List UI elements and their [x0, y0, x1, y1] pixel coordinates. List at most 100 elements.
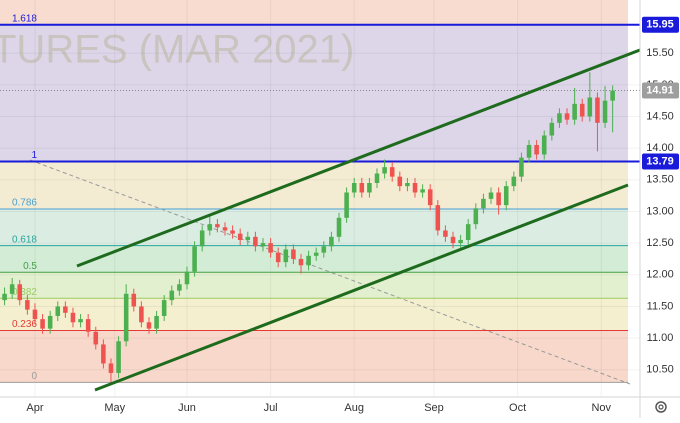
- candle-body: [85, 319, 91, 332]
- candle-body: [230, 230, 235, 234]
- candle-body: [237, 233, 243, 240]
- candle-body: [503, 186, 509, 206]
- candle-body: [78, 319, 83, 323]
- candle-body: [108, 363, 114, 373]
- x-tick-label: Apr: [26, 402, 43, 414]
- fib-zone: [0, 0, 628, 25]
- candle-body: [496, 192, 501, 206]
- price-label: 15.95: [646, 19, 674, 31]
- price-label: 13.79: [646, 155, 674, 167]
- candle-body: [245, 236, 251, 240]
- time-axis: [0, 397, 680, 418]
- candle-body: [519, 157, 524, 177]
- gear-center[interactable]: [658, 404, 664, 410]
- x-tick-label: Jun: [178, 402, 196, 414]
- y-tick-label: 12.00: [646, 269, 674, 281]
- candle-body: [405, 182, 410, 187]
- candle-body: [32, 309, 38, 320]
- candle-body: [192, 246, 197, 272]
- watermark: TURES (MAR 2021): [0, 28, 354, 72]
- candle-body: [146, 322, 152, 329]
- candle-body: [557, 113, 562, 123]
- candle-body: [473, 208, 479, 225]
- candle-body: [397, 176, 403, 187]
- candle-body: [382, 167, 387, 174]
- candle-body: [101, 344, 106, 364]
- candle-body: [116, 341, 121, 373]
- candle-body: [17, 284, 23, 301]
- fib-zone: [0, 298, 628, 331]
- candle-body: [260, 243, 266, 247]
- candle-body: [443, 230, 448, 237]
- candle-body: [47, 315, 53, 329]
- x-tick-label: Oct: [509, 402, 526, 414]
- candle-body: [412, 182, 418, 193]
- candle-body: [9, 284, 15, 294]
- candle-body: [131, 293, 137, 307]
- candle-body: [268, 243, 273, 253]
- candle-body: [283, 249, 289, 263]
- candle-body: [549, 122, 555, 136]
- candle-body: [139, 306, 144, 323]
- candle-body: [458, 239, 463, 244]
- candle-body: [329, 236, 334, 247]
- candle-body: [63, 306, 68, 313]
- x-tick-label: Aug: [344, 402, 364, 414]
- fib-label: 0.5: [23, 261, 37, 272]
- candle-body: [70, 312, 76, 323]
- fib-zone: [0, 24, 628, 162]
- candle-body: [511, 176, 517, 187]
- candle-body: [541, 135, 547, 155]
- candle-body: [488, 192, 494, 199]
- candle-body: [154, 315, 159, 329]
- candle-body: [313, 252, 319, 256]
- fib-label: 0: [31, 371, 37, 382]
- y-tick-label: 14.00: [646, 142, 674, 154]
- fib-label: 1.618: [12, 13, 37, 24]
- fib-zone: [0, 161, 628, 209]
- y-tick-label: 11.50: [647, 300, 674, 312]
- candle-body: [199, 230, 205, 247]
- candle-body: [344, 192, 349, 218]
- candle-body: [420, 189, 425, 193]
- candle-body: [169, 290, 175, 301]
- candle-body: [374, 173, 380, 183]
- candle-body: [40, 319, 45, 329]
- fib-label: 1: [31, 150, 37, 161]
- candle-body: [2, 293, 7, 301]
- fib-label: 0.618: [12, 234, 37, 245]
- fib-label: 0.382: [12, 287, 37, 298]
- y-tick-label: 10.50: [646, 364, 674, 376]
- candle-body: [215, 224, 220, 228]
- y-tick-label: 12.50: [646, 237, 674, 249]
- candle-body: [572, 103, 577, 120]
- candle-body: [351, 182, 357, 193]
- candle-body: [222, 227, 228, 231]
- candle-body: [25, 300, 30, 310]
- fib-zone: [0, 245, 628, 273]
- fib-label: 0.786: [12, 198, 37, 209]
- candle-body: [450, 236, 456, 244]
- diagonal-line: [29, 159, 631, 385]
- y-tick-label: 15.50: [646, 47, 674, 59]
- candle-body: [336, 217, 342, 237]
- candle-body: [427, 189, 433, 206]
- x-tick-label: Sep: [424, 402, 444, 414]
- candle-body: [306, 255, 311, 266]
- candle-body: [579, 103, 585, 117]
- candle-body: [526, 144, 532, 158]
- y-tick-label: 13.50: [646, 174, 674, 186]
- candle-body: [123, 293, 129, 342]
- gear[interactable]: [655, 401, 667, 413]
- candle-body: [275, 252, 281, 263]
- fib-zone: [0, 272, 628, 299]
- channel-lower: [94, 183, 629, 392]
- candle-body: [177, 284, 182, 291]
- candle-body: [564, 113, 570, 120]
- y-tick-label: 14.50: [646, 110, 674, 122]
- settings-icon[interactable]: [655, 401, 667, 413]
- candle-body: [207, 224, 213, 231]
- price-label-box: [642, 16, 679, 33]
- price-axis: [640, 0, 680, 418]
